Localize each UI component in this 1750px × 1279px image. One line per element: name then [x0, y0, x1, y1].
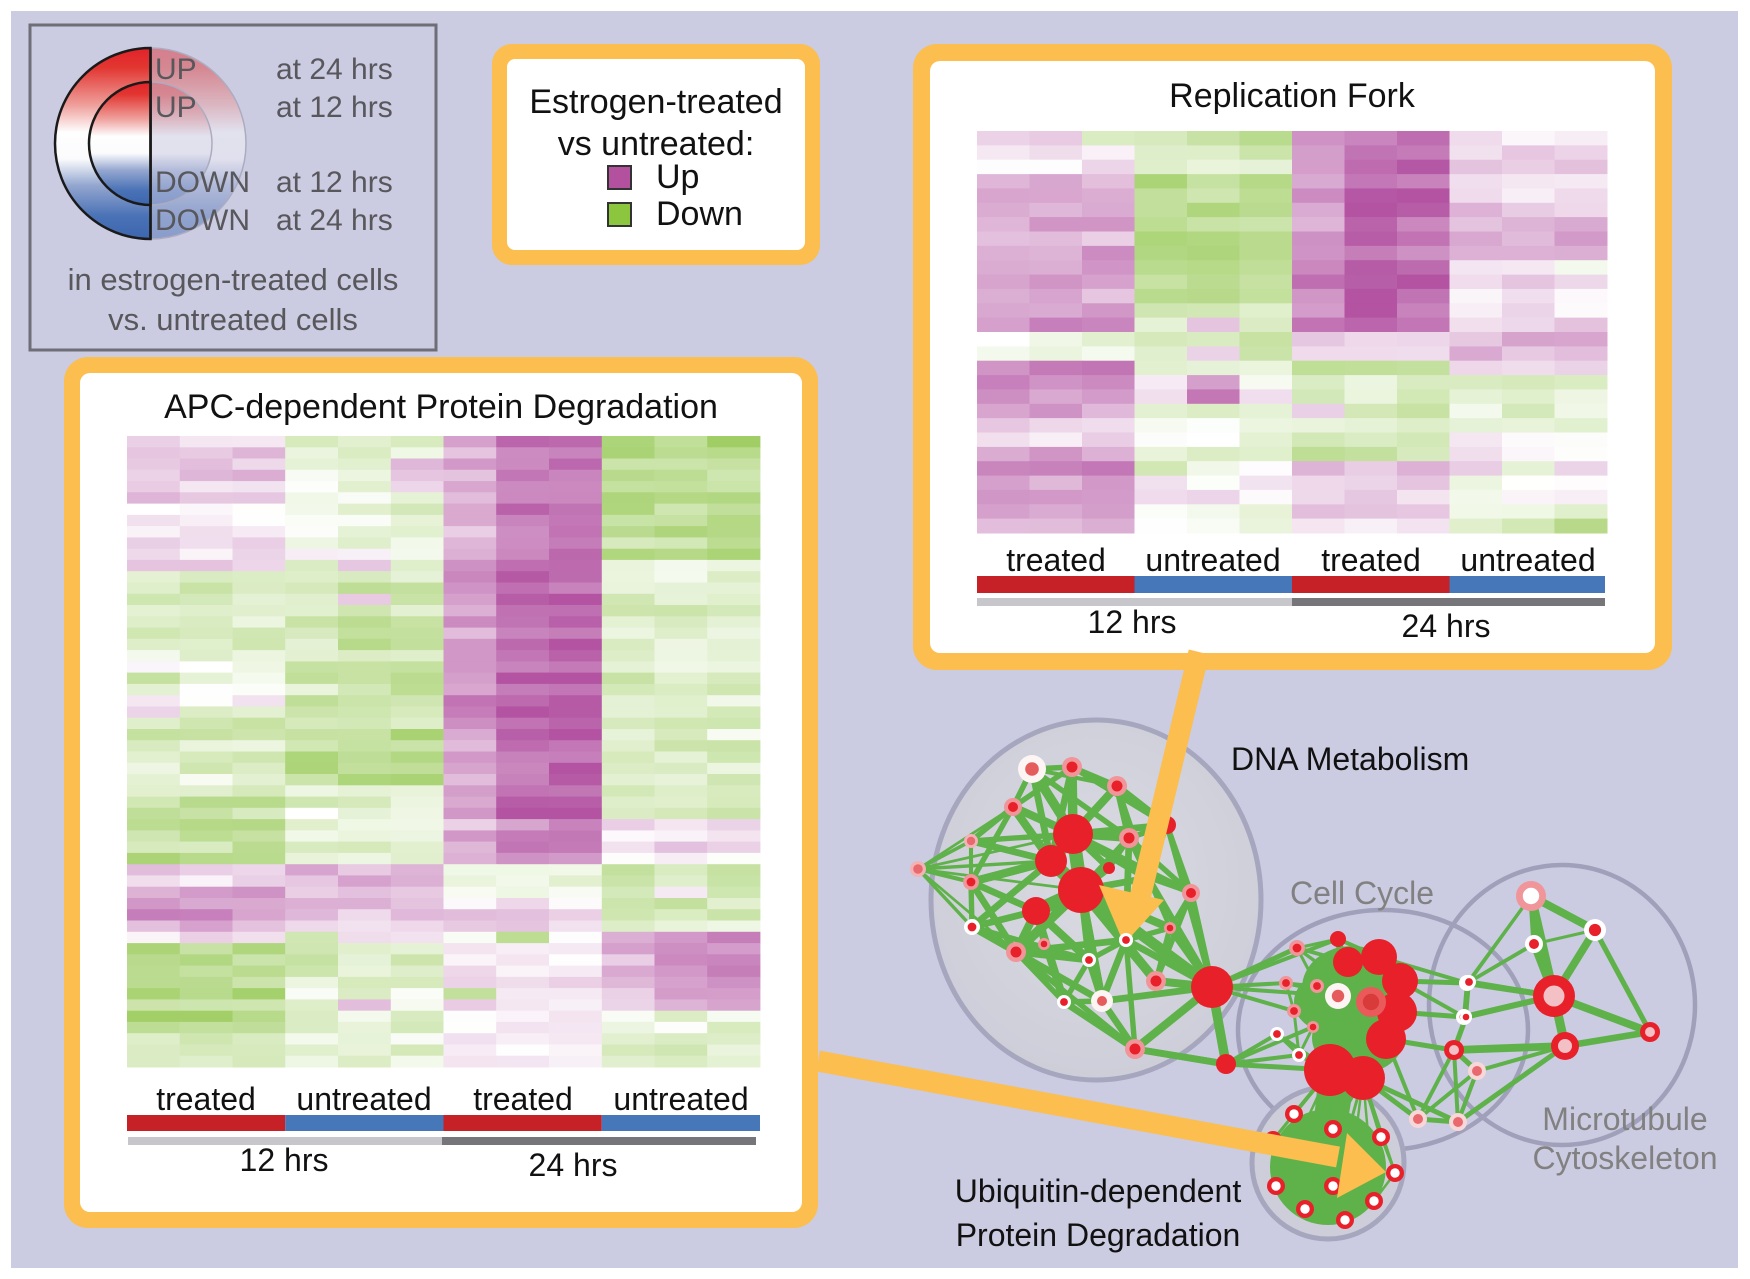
svg-text:24 hrs: 24 hrs [529, 1147, 618, 1183]
svg-text:APC-dependent Protein Degradat: APC-dependent Protein Degradation [164, 388, 718, 426]
svg-text:Ubiquitin-dependent: Ubiquitin-dependent [955, 1173, 1242, 1209]
svg-text:Cytoskeleton: Cytoskeleton [1533, 1140, 1718, 1176]
svg-text:untreated: untreated [1145, 542, 1280, 578]
svg-text:vs untreated:: vs untreated: [558, 125, 755, 163]
svg-text:24 hrs: 24 hrs [1402, 608, 1491, 644]
svg-text:12 hrs: 12 hrs [1088, 604, 1177, 640]
svg-text:at 24 hrs: at 24 hrs [276, 53, 393, 86]
svg-text:UP: UP [155, 53, 197, 86]
svg-text:at 12 hrs: at 12 hrs [276, 91, 393, 124]
svg-text:untreated: untreated [613, 1081, 748, 1117]
svg-text:at 24 hrs: at 24 hrs [276, 204, 393, 237]
svg-text:Estrogen-treated: Estrogen-treated [529, 83, 782, 121]
svg-text:DOWN: DOWN [155, 166, 250, 199]
svg-text:in estrogen-treated cells: in estrogen-treated cells [68, 262, 399, 297]
svg-text:treated: treated [156, 1081, 256, 1117]
svg-text:Microtubule: Microtubule [1542, 1101, 1707, 1137]
svg-text:Up: Up [656, 158, 699, 196]
svg-text:untreated: untreated [1460, 542, 1595, 578]
svg-text:vs. untreated cells: vs. untreated cells [108, 302, 358, 337]
svg-text:Down: Down [656, 195, 743, 233]
svg-text:treated: treated [1321, 542, 1421, 578]
svg-text:UP: UP [155, 91, 197, 124]
svg-text:at 12 hrs: at 12 hrs [276, 166, 393, 199]
svg-text:DNA Metabolism: DNA Metabolism [1231, 741, 1469, 777]
svg-text:DOWN: DOWN [155, 204, 250, 237]
svg-text:untreated: untreated [296, 1081, 431, 1117]
svg-text:Protein Degradation: Protein Degradation [956, 1217, 1241, 1253]
svg-text:treated: treated [473, 1081, 573, 1117]
svg-text:12 hrs: 12 hrs [240, 1142, 329, 1178]
svg-text:treated: treated [1006, 542, 1106, 578]
svg-text:Cell Cycle: Cell Cycle [1290, 875, 1434, 911]
svg-text:Replication Fork: Replication Fork [1169, 77, 1416, 115]
